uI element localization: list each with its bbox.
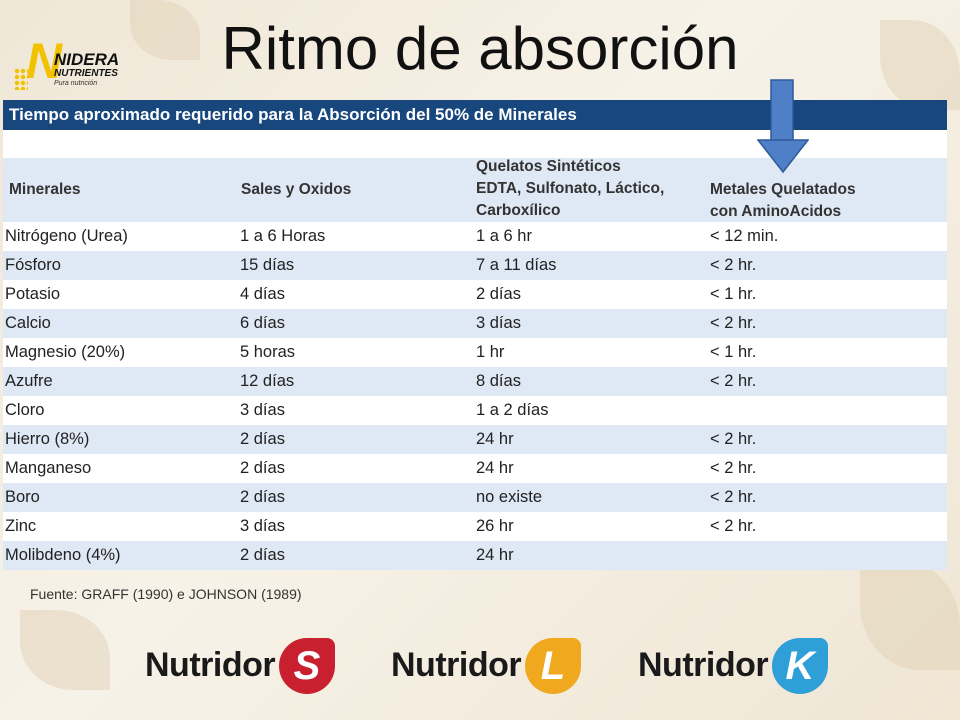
table-cell: < 2 hr. [710, 314, 757, 332]
table-row: Molibdeno (4%) 2 días 24 hr [3, 541, 947, 570]
absorption-table: Tiempo aproximado requerido para la Abso… [3, 100, 947, 570]
table-cell: 3 días [240, 517, 285, 535]
logo-dots [14, 68, 28, 90]
table-cell: 24 hr [476, 430, 514, 448]
table-cell: 7 a 11 días [476, 256, 557, 274]
header-quelatos-2: EDTA, Sulfonato, Láctico, [476, 180, 665, 197]
down-arrow-icon [757, 79, 809, 174]
table-cell: < 12 min. [710, 227, 779, 245]
table-row: Azufre 12 días 8 días < 2 hr. [3, 367, 947, 396]
header-metales-1: Metales Quelatados [710, 181, 856, 198]
product-name: Nutridor [391, 646, 522, 684]
table-cell: Fósforo [5, 256, 61, 274]
table-cell: 2 días [240, 430, 285, 448]
table-cell: 1 a 2 días [476, 401, 549, 419]
table-cell: < 1 hr. [710, 285, 757, 303]
table-cell: < 2 hr. [710, 372, 757, 390]
table-cell: < 2 hr. [710, 256, 757, 274]
header-sales: Sales y Oxidos [241, 181, 352, 198]
table-row: Hierro (8%) 2 días 24 hr < 2 hr. [3, 425, 947, 454]
table-cell: Nitrógeno (Urea) [5, 227, 128, 245]
table-cell: Molibdeno (4%) [5, 546, 121, 564]
table-cell: < 2 hr. [710, 459, 757, 477]
header-quelatos-3: Carboxílico [476, 202, 561, 219]
table-cell: Boro [5, 488, 40, 506]
decorative-leaf [20, 610, 110, 690]
table-row: Cloro 3 días 1 a 2 días [3, 396, 947, 425]
slide-title: Ritmo de absorción [221, 15, 739, 82]
table-cell: no existe [476, 488, 543, 506]
table-row: Magnesio (20%) 5 horas 1 hr < 1 hr. [3, 338, 947, 367]
header-metales-2: con AminoAcidos [710, 203, 842, 220]
table-cell: 6 días [240, 314, 285, 332]
table-body: Nitrógeno (Urea) 1 a 6 Horas 1 a 6 hr < 12 … [3, 222, 947, 570]
product-logo-s: Nutridor S [145, 638, 345, 694]
table-cell: 5 horas [240, 343, 296, 361]
table-cell: 3 días [476, 314, 521, 332]
table-cell: 1 hr [476, 343, 505, 361]
header-quelatos-1: Quelatos Sintéticos [476, 158, 621, 175]
table-row: Potasio 4 días 2 días < 1 hr. [3, 280, 947, 309]
table-cell: 12 días [240, 372, 295, 390]
table-cell: < 2 hr. [710, 488, 757, 506]
product-logo-l: Nutridor L [391, 638, 591, 694]
table-row: Calcio 6 días 3 días < 2 hr. [3, 309, 947, 338]
table-row: Nitrógeno (Urea) 1 a 6 Horas 1 a 6 hr < 12 … [3, 222, 947, 251]
table-cell: 1 a 6 hr [476, 227, 532, 245]
decorative-leaf [860, 560, 960, 670]
table-cell: 2 días [476, 285, 521, 303]
table-cell: 2 días [240, 488, 285, 506]
product-letter-badge: K [772, 638, 828, 694]
table-cell: Cloro [5, 401, 45, 419]
table-cell: 26 hr [476, 517, 514, 535]
table-cell: 3 días [240, 401, 285, 419]
table-row: Fósforo 15 días 7 a 11 días < 2 hr. [3, 251, 947, 280]
product-logo-k: Nutridor K [638, 638, 838, 694]
table-cell: 2 días [240, 459, 285, 477]
source-note: Fuente: GRAFF (1990) e JOHNSON (1989) [30, 586, 302, 602]
nidera-logo: N NIDERA NUTRIENTES Pura nutrición [8, 30, 128, 100]
table-row: Boro 2 días no existe < 2 hr. [3, 483, 947, 512]
table-cell: 4 días [240, 285, 285, 303]
table-cell: 1 a 6 Horas [240, 227, 326, 245]
product-name: Nutridor [145, 646, 276, 684]
table-row: Zinc 3 días 26 hr < 2 hr. [3, 512, 947, 541]
product-letter-badge: S [279, 638, 335, 694]
table-cell: Magnesio (20%) [5, 343, 126, 361]
logo-sub: NUTRIENTES [54, 68, 118, 79]
table-cell: Azufre [5, 372, 53, 390]
header-minerales: Minerales [9, 181, 81, 198]
table-cell: < 2 hr. [710, 430, 757, 448]
product-letter-badge: L [525, 638, 581, 694]
table-cell: 8 días [476, 372, 521, 390]
logo-tagline: Pura nutrición [54, 80, 98, 87]
table-cell: Manganeso [5, 459, 92, 477]
table-cell: < 2 hr. [710, 517, 757, 535]
table-row: Manganeso 2 días 24 hr < 2 hr. [3, 454, 947, 483]
table-cell: Calcio [5, 314, 51, 332]
table-cell: 15 días [240, 256, 295, 274]
table-cell: Potasio [5, 285, 61, 303]
table-cell: 2 días [240, 546, 285, 564]
table-cell: 24 hr [476, 459, 514, 477]
table-cell: 24 hr [476, 546, 514, 564]
table-cell: < 1 hr. [710, 343, 757, 361]
table-cell: Zinc [5, 517, 37, 535]
table-cell: Hierro (8%) [5, 430, 90, 448]
table-header-row: Minerales Sales y Oxidos Quelatos Sintét… [3, 158, 947, 222]
product-name: Nutridor [638, 646, 769, 684]
logo-brand: NIDERA [54, 50, 120, 69]
logo-initial: N [26, 33, 63, 89]
